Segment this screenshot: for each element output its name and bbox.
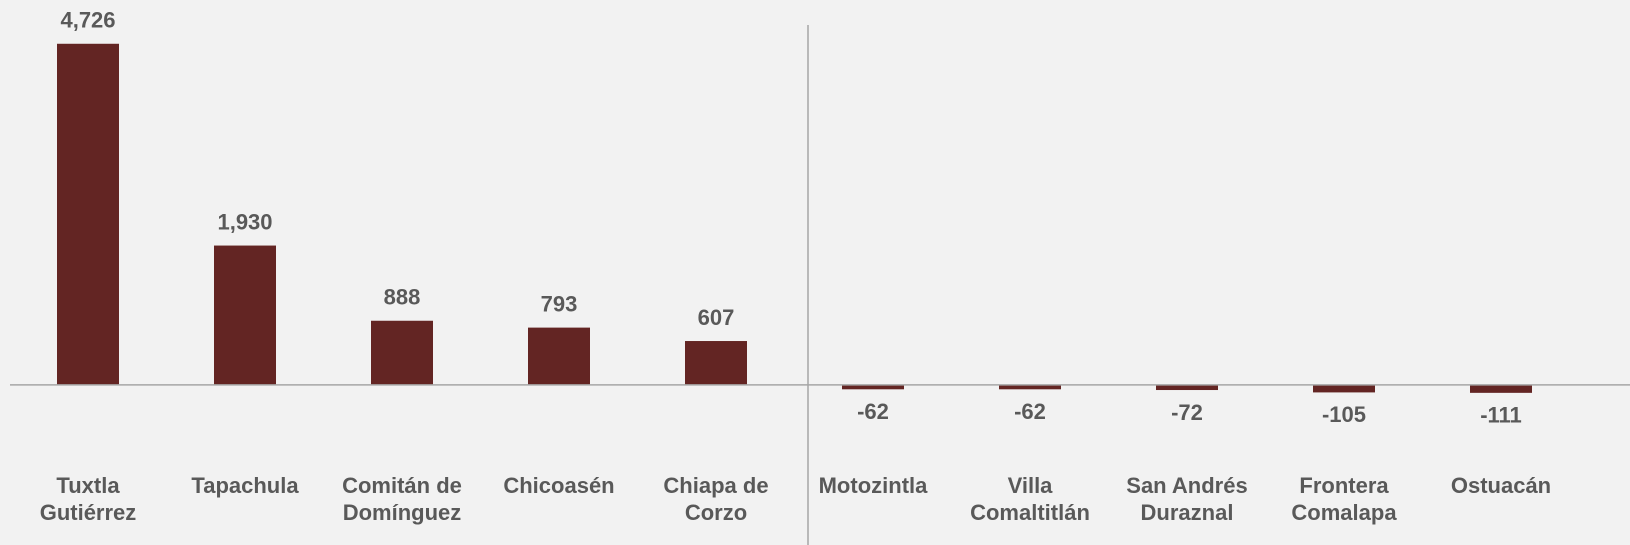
x-tick-label: Chicoasén — [503, 473, 615, 498]
value-label: -62 — [857, 399, 889, 424]
value-label: -62 — [1014, 399, 1046, 424]
x-tick-label: Ostuacán — [1450, 473, 1552, 498]
x-tick-label: Frontera Comalapa — [1291, 473, 1397, 525]
bar — [999, 384, 1061, 390]
bar — [371, 320, 433, 385]
bar — [1313, 384, 1375, 393]
value-label: -72 — [1171, 400, 1203, 425]
value-label: 1,930 — [217, 209, 272, 234]
x-tick-label: Tapachula — [191, 473, 299, 498]
value-label: 607 — [698, 305, 735, 330]
bar — [528, 327, 590, 385]
value-label: 4,726 — [60, 8, 115, 33]
x-tick-label: San Andrés Duraznal — [1126, 473, 1248, 525]
value-label: 888 — [384, 285, 421, 310]
bar — [1156, 384, 1218, 391]
x-tick-label: Comitán de Domínguez — [342, 473, 462, 525]
bar — [1470, 384, 1532, 393]
bar — [57, 43, 119, 385]
bar — [685, 341, 747, 385]
bar — [214, 245, 276, 385]
x-tick-label: Villa Comaltitlán — [970, 473, 1090, 525]
value-label: 793 — [541, 291, 578, 316]
value-label: -111 — [1480, 403, 1522, 428]
x-tick-label: Tuxtla Gutiérrez — [39, 473, 137, 525]
x-tick-label: Chiapa de Corzo — [663, 473, 769, 525]
x-tick-label: Motozintla — [818, 473, 928, 498]
value-label: -105 — [1322, 402, 1366, 427]
bar — [842, 384, 904, 390]
